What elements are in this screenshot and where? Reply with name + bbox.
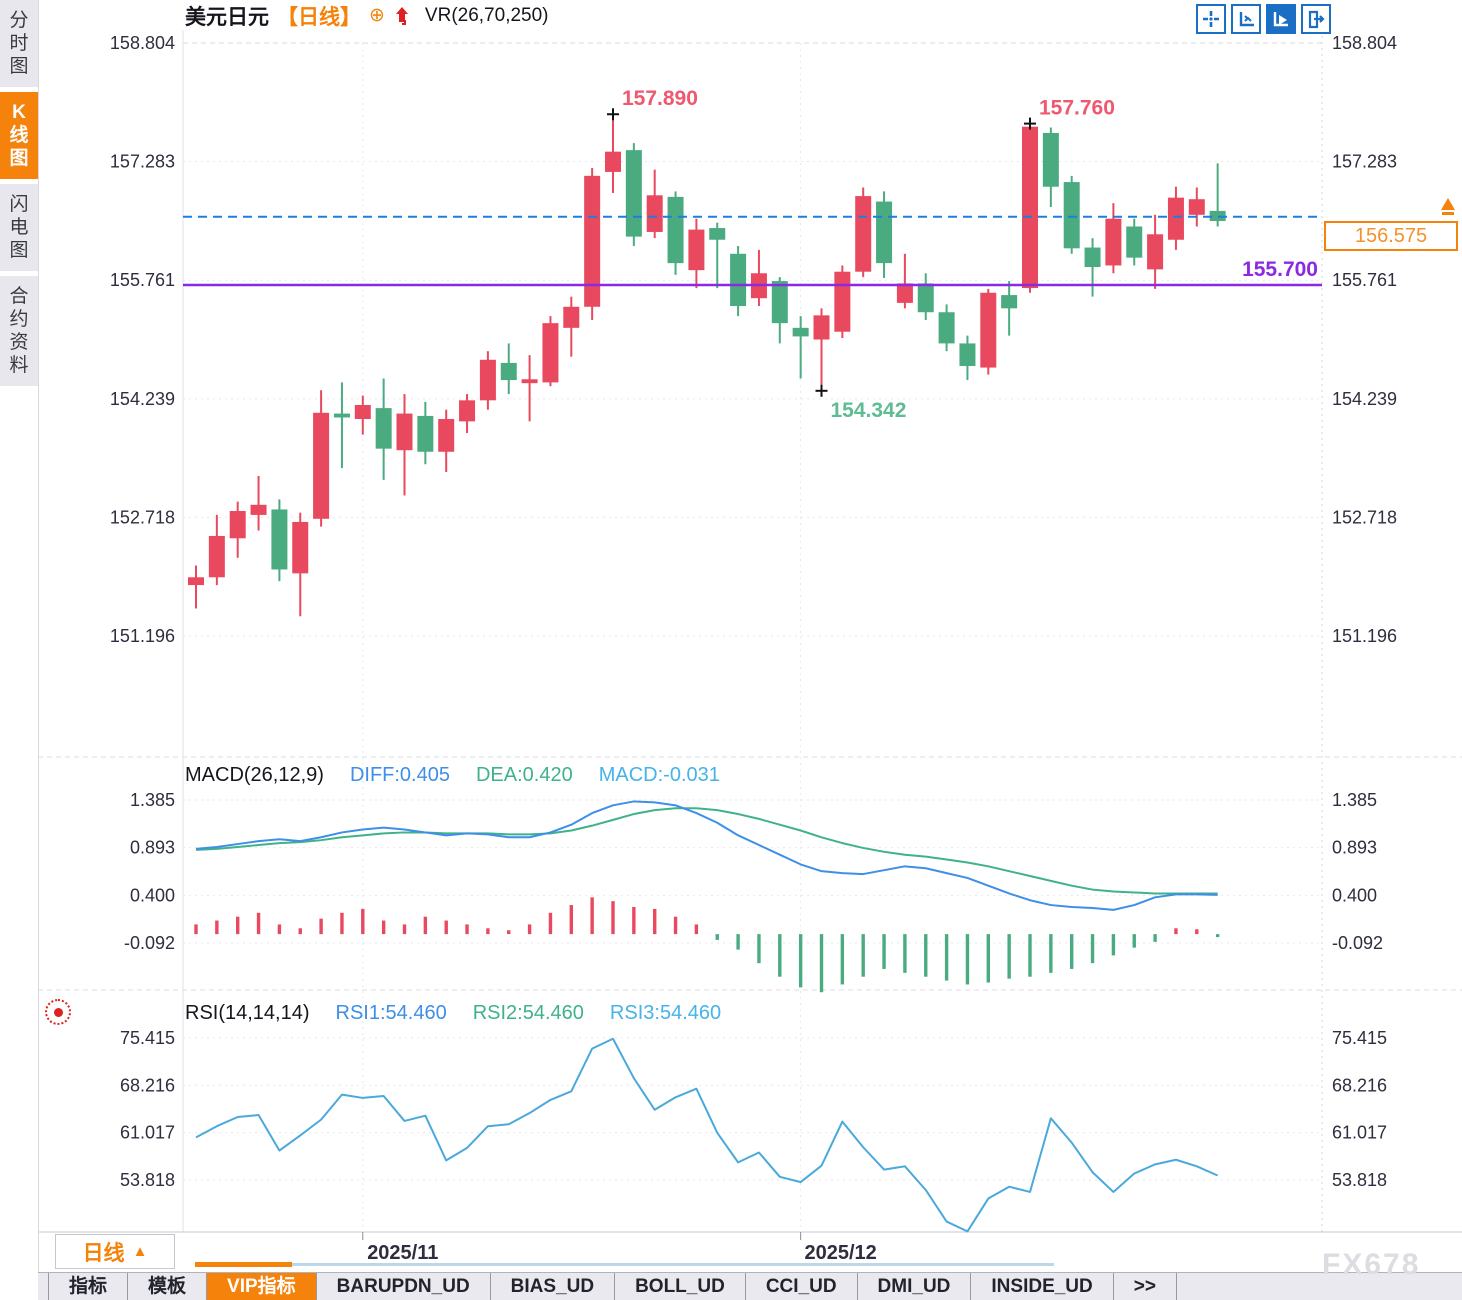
sidebar-tab-分时图[interactable]: 分时图 [0,0,38,87]
svg-text:152.718: 152.718 [110,507,175,527]
bottom-tab-DMI_UD[interactable]: DMI_UD [858,1273,972,1300]
sidebar-tab-合约资料[interactable]: 合约资料 [0,276,38,386]
svg-text:151.196: 151.196 [1332,626,1397,646]
svg-text:151.196: 151.196 [110,626,175,646]
svg-text:157.283: 157.283 [1332,152,1397,172]
axis-scale-tool-icon[interactable] [1231,4,1261,34]
svg-text:158.804: 158.804 [110,33,175,53]
svg-text:0.400: 0.400 [130,885,175,905]
rsi-title[interactable]: RSI(14,14,14) [185,1001,310,1024]
svg-text:-0.092: -0.092 [124,933,175,953]
svg-text:1.385: 1.385 [130,790,175,810]
svg-text:154.342: 154.342 [831,399,907,422]
svg-text:155.700: 155.700 [1242,258,1318,281]
svg-text:1.385: 1.385 [1332,790,1377,810]
svg-text:0.400: 0.400 [1332,885,1377,905]
rsi3-value: RSI3:54.460 [609,1001,722,1024]
bottom-tab-bar: 指标 模板 VIP指标 BARUPDN_UD BIAS_UD BOLL_UD CCI_UD D… [38,1272,1462,1300]
symbol-title: 美元日元 [185,6,269,29]
svg-text:155.761: 155.761 [1332,270,1397,290]
svg-text:61.017: 61.017 [120,1123,175,1143]
svg-text:0.893: 0.893 [1332,838,1377,858]
svg-text:157.890: 157.890 [622,87,698,110]
chart-header: 美元日元 【日线】 ⊕ VR(26,70,250) [185,3,549,29]
svg-text:154.239: 154.239 [110,389,175,409]
bottom-tab-指标[interactable]: 指标 [48,1273,129,1300]
svg-text:68.216: 68.216 [120,1075,175,1095]
svg-text:155.761: 155.761 [110,270,175,290]
svg-text:75.415: 75.415 [120,1028,175,1048]
rsi-header: RSI(14,14,14) RSI1:54.460 RSI2:54.460 RS… [185,1001,721,1025]
macd-title[interactable]: MACD(26,12,9) [185,763,324,786]
circle-plus-icon[interactable]: ⊕ [369,5,385,26]
bottom-tab-BOLL_UD[interactable]: BOLL_UD [615,1273,746,1300]
sidebar-tab-闪电图[interactable]: 闪电图 [0,184,38,271]
macd-header: MACD(26,12,9) DIFF:0.405 DEA:0.420 MACD:… [185,763,720,787]
h-scrollbar-track[interactable] [292,1263,1054,1266]
svg-text:2025/11: 2025/11 [367,1242,438,1264]
svg-text:68.216: 68.216 [1332,1075,1387,1095]
svg-text:75.415: 75.415 [1332,1028,1387,1048]
bottom-tab-VIP指标[interactable]: VIP指标 [207,1273,317,1300]
svg-text:154.239: 154.239 [1332,389,1397,409]
up-arrow-icon [393,5,411,27]
svg-text:53.818: 53.818 [1332,1170,1387,1190]
chart-toolbar [1196,4,1331,34]
macd-diff-value: DIFF:0.405 [349,763,450,786]
crosshair-tool-icon[interactable] [1196,4,1226,34]
svg-text:158.804: 158.804 [1332,33,1397,53]
svg-text:157.760: 157.760 [1039,97,1115,120]
bottom-tab->>[interactable]: >> [1114,1273,1177,1300]
indicator-settings-icon[interactable] [45,999,71,1025]
rsi2-value: RSI2:54.460 [472,1001,584,1024]
period-badge[interactable]: 【日线】 [277,6,361,29]
svg-text:61.017: 61.017 [1332,1123,1387,1143]
period-selector-label: 日线 [82,1241,125,1265]
vr-indicator-label: VR(26,70,250) [424,5,549,26]
macd-value: MACD:-0.031 [598,763,720,786]
period-selector[interactable]: 日线 ▲ [55,1234,175,1269]
bottom-tab-BIAS_UD[interactable]: BIAS_UD [491,1273,616,1300]
last-price-tag: 156.575 [1324,221,1458,251]
svg-text:157.283: 157.283 [110,152,175,172]
h-scrollbar-thumb[interactable] [195,1262,292,1267]
macd-dea-value: DEA:0.420 [475,763,573,786]
svg-text:2025/12: 2025/12 [805,1242,877,1264]
pan-right-tool-icon[interactable] [1301,4,1331,34]
axis-play-tool-icon[interactable] [1266,4,1296,34]
svg-text:53.818: 53.818 [120,1170,175,1190]
bottom-tab-BARUPDN_UD[interactable]: BARUPDN_UD [317,1273,491,1300]
svg-text:-0.092: -0.092 [1332,933,1383,953]
bottom-tab-CCI_UD[interactable]: CCI_UD [746,1273,858,1300]
watermark: FX678 [1322,1248,1421,1281]
svg-text:152.718: 152.718 [1332,507,1397,527]
bottom-tab-模板[interactable]: 模板 [128,1273,208,1300]
rsi1-value: RSI1:54.460 [335,1001,447,1024]
triangle-up-icon: ▲ [132,1243,148,1260]
bottom-tab-INSIDE_UD[interactable]: INSIDE_UD [971,1273,1114,1300]
svg-text:0.893: 0.893 [130,838,175,858]
